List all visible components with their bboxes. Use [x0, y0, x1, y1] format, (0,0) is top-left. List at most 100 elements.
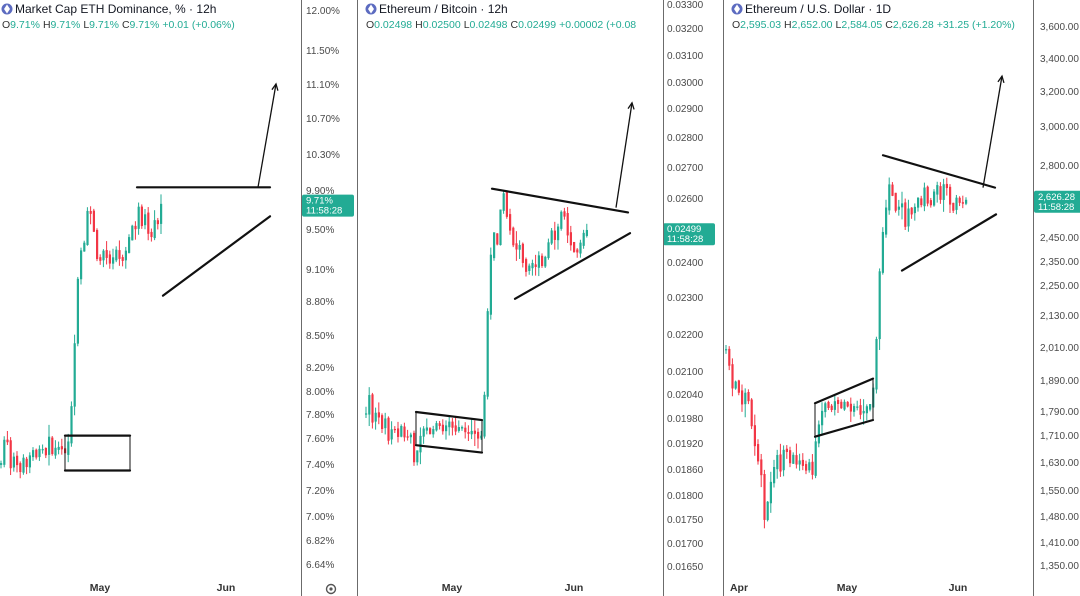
- candle-body: [496, 233, 499, 245]
- y-tick-label: 2,800.00: [1040, 161, 1079, 172]
- candle-body: [747, 392, 750, 402]
- candle-body: [795, 455, 798, 465]
- candle-body: [425, 427, 428, 431]
- ethereum-icon-glyph: [368, 4, 374, 14]
- y-tick-label: 3,600.00: [1040, 22, 1079, 33]
- candle-body: [493, 232, 496, 259]
- candle-body: [808, 462, 811, 471]
- candle-body: [569, 232, 572, 246]
- candle-body: [769, 481, 772, 504]
- candle-body: [121, 257, 124, 261]
- candle-body: [805, 464, 808, 471]
- candle-body: [473, 430, 476, 434]
- candle-body: [467, 431, 470, 434]
- candle-body: [840, 401, 843, 409]
- candle-body: [878, 271, 881, 340]
- gear-icon: [325, 583, 337, 595]
- candle-body: [830, 405, 833, 411]
- candle-body: [579, 242, 582, 254]
- candle-body: [901, 203, 904, 208]
- candle-body: [461, 427, 464, 429]
- last-price-value: 0.02499: [667, 224, 701, 235]
- candle-body: [923, 187, 926, 207]
- candle-body: [150, 231, 153, 238]
- candle-body: [112, 257, 115, 264]
- candle-body: [12, 456, 15, 468]
- candle-body: [25, 458, 28, 468]
- candle-body: [862, 410, 865, 414]
- candle-body: [451, 421, 454, 428]
- gear-icon-center: [329, 587, 333, 591]
- y-tick-label: 3,400.00: [1040, 54, 1079, 65]
- candle-body: [429, 428, 432, 434]
- range-upper-line: [414, 410, 484, 422]
- y-tick-label: 11.50%: [306, 46, 339, 57]
- candle-body: [409, 434, 412, 438]
- candle-body: [557, 226, 560, 241]
- y-tick-label: 1,350.00: [1040, 561, 1079, 572]
- candle-body: [763, 473, 766, 520]
- candle-body: [560, 211, 563, 229]
- candle-body: [384, 418, 387, 429]
- candle-body: [400, 425, 403, 437]
- candle-body: [773, 466, 776, 484]
- candle-body: [585, 229, 588, 236]
- candle-body: [505, 192, 508, 217]
- candle-body: [83, 242, 86, 252]
- candle-body: [766, 501, 769, 521]
- y-tick-label: 1,790.00: [1040, 407, 1079, 418]
- y-tick-label: 8.80%: [306, 297, 334, 308]
- y-tick-label: 0.01860: [667, 465, 704, 476]
- candle-body: [115, 249, 118, 261]
- y-tick-label: 8.20%: [306, 363, 334, 374]
- candle-body: [105, 250, 108, 258]
- candle-body: [933, 191, 936, 206]
- range-lower-line: [813, 418, 875, 438]
- candle-body: [153, 220, 156, 239]
- y-tick-label: 1,410.00: [1040, 538, 1079, 549]
- candle-body: [582, 232, 585, 246]
- candle-body: [51, 437, 54, 455]
- y-tick-label: 0.01750: [667, 515, 704, 526]
- y-tick-label: 7.80%: [306, 410, 334, 421]
- candle-body: [96, 229, 99, 260]
- y-tick-label: 0.02100: [667, 367, 704, 378]
- candle-body: [131, 225, 134, 241]
- candle-body: [785, 448, 788, 452]
- candle-body: [102, 250, 105, 261]
- candle-body: [875, 338, 878, 390]
- last-price-badge: [1034, 190, 1080, 213]
- candle-body: [128, 237, 131, 253]
- candle-body: [846, 401, 849, 407]
- candle-body: [486, 311, 489, 397]
- candle-body: [817, 424, 820, 444]
- chart-title: Ethereum / Bitcoin · 12h: [379, 2, 508, 16]
- y-tick-label: 0.01650: [667, 562, 704, 573]
- y-tick-label: 9.50%: [306, 225, 334, 236]
- candle-body: [435, 423, 438, 431]
- range-lower-line: [414, 444, 484, 454]
- candle-body: [544, 256, 547, 267]
- candle-body: [374, 412, 377, 422]
- candle-body: [537, 255, 540, 268]
- candle-body: [936, 185, 939, 195]
- candle-body: [480, 435, 483, 439]
- y-tick-label: 7.20%: [306, 486, 334, 497]
- candle-body: [464, 427, 467, 433]
- y-tick-label: 8.50%: [306, 331, 334, 342]
- candle-body: [57, 446, 60, 450]
- candle-body: [419, 435, 422, 453]
- y-tick-label: 0.02200: [667, 330, 704, 341]
- candle-body: [3, 439, 6, 465]
- candle-body: [843, 401, 846, 410]
- y-tick-label: 8.00%: [306, 387, 334, 398]
- y-tick-label: 0.02400: [667, 258, 704, 269]
- candle-body: [541, 255, 544, 266]
- breakout-projection-arrow: [615, 102, 633, 208]
- y-tick-label: 0.01800: [667, 491, 704, 502]
- x-tick-label: Jun: [949, 582, 968, 594]
- breakout-projection-arrow: [982, 76, 1003, 188]
- candle-body: [413, 432, 416, 463]
- candle-body: [448, 421, 451, 428]
- candle-body: [393, 428, 396, 431]
